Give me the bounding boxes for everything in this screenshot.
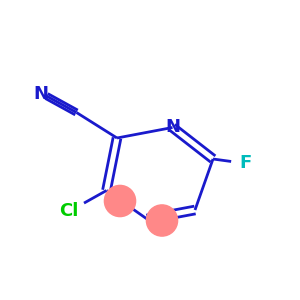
Circle shape xyxy=(104,185,136,217)
Text: Cl: Cl xyxy=(59,202,79,220)
Text: F: F xyxy=(240,154,252,172)
Text: N: N xyxy=(165,118,180,136)
Circle shape xyxy=(146,205,178,236)
Text: N: N xyxy=(34,85,49,103)
